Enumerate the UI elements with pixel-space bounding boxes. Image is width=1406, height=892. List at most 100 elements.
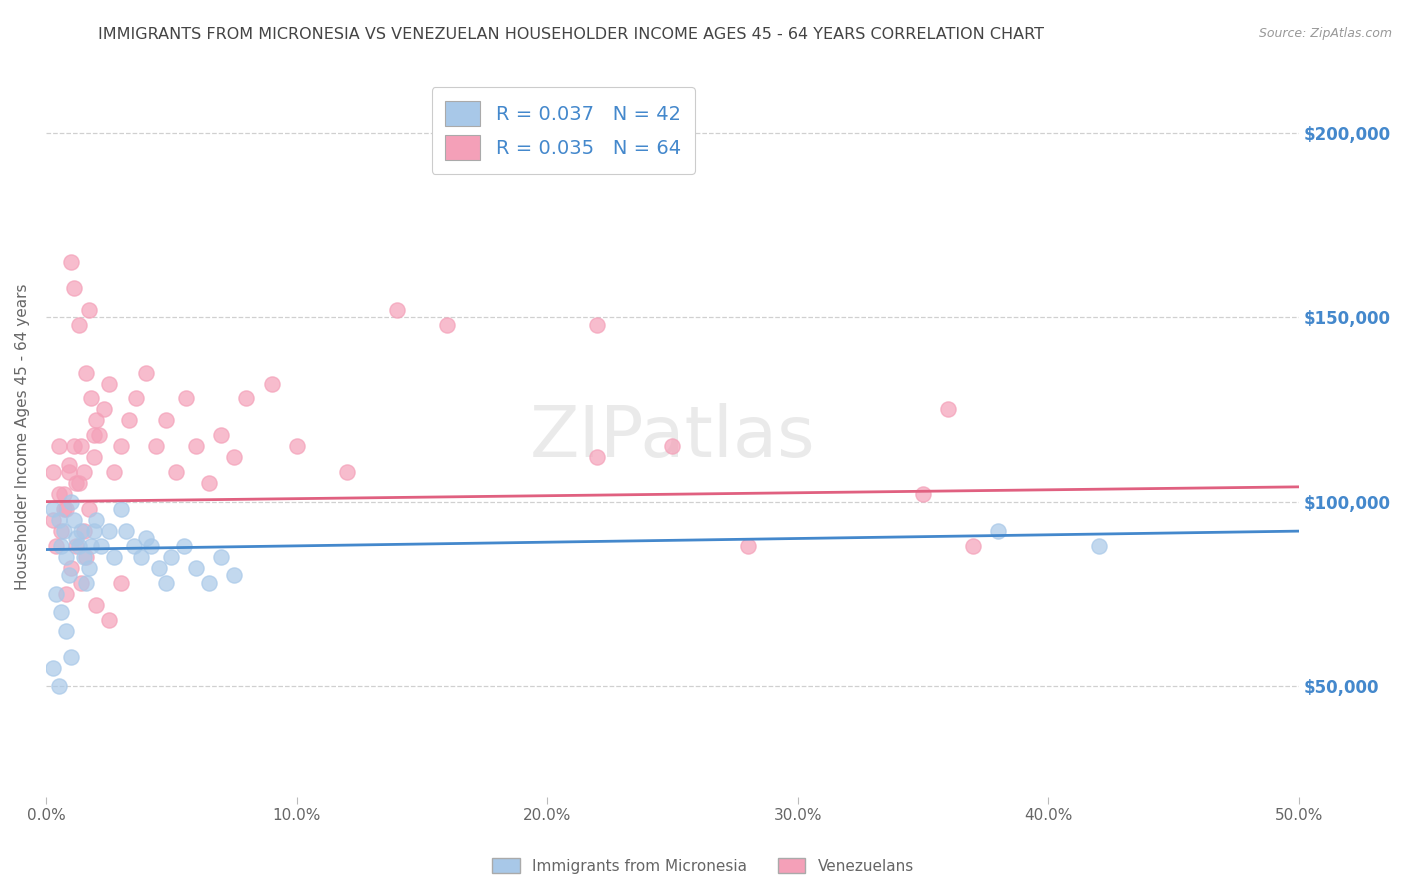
Text: ZIPatlas: ZIPatlas xyxy=(530,402,815,472)
Point xyxy=(198,575,221,590)
Point xyxy=(58,458,80,472)
Point xyxy=(75,366,97,380)
Point xyxy=(48,679,70,693)
Point xyxy=(97,376,120,391)
Point xyxy=(45,539,67,553)
Point xyxy=(70,575,93,590)
Point xyxy=(103,549,125,564)
Point xyxy=(125,392,148,406)
Point xyxy=(165,465,187,479)
Point xyxy=(84,413,107,427)
Point xyxy=(62,281,84,295)
Point xyxy=(67,476,90,491)
Point xyxy=(110,439,132,453)
Point xyxy=(110,502,132,516)
Point xyxy=(145,439,167,453)
Point xyxy=(70,524,93,538)
Point xyxy=(55,549,77,564)
Point xyxy=(52,502,75,516)
Point xyxy=(67,318,90,332)
Point xyxy=(62,439,84,453)
Point xyxy=(222,568,245,582)
Point xyxy=(49,539,72,553)
Point xyxy=(77,302,100,317)
Text: IMMIGRANTS FROM MICRONESIA VS VENEZUELAN HOUSEHOLDER INCOME AGES 45 - 64 YEARS C: IMMIGRANTS FROM MICRONESIA VS VENEZUELAN… xyxy=(98,27,1045,42)
Point xyxy=(77,561,100,575)
Point xyxy=(65,476,87,491)
Point xyxy=(122,539,145,553)
Point xyxy=(58,465,80,479)
Point xyxy=(1087,539,1109,553)
Point xyxy=(65,539,87,553)
Point xyxy=(118,413,141,427)
Point xyxy=(186,561,208,575)
Point xyxy=(67,539,90,553)
Point xyxy=(93,402,115,417)
Point xyxy=(115,524,138,538)
Point xyxy=(235,392,257,406)
Point xyxy=(75,575,97,590)
Y-axis label: Householder Income Ages 45 - 64 years: Householder Income Ages 45 - 64 years xyxy=(15,284,30,591)
Point xyxy=(58,568,80,582)
Point xyxy=(80,392,103,406)
Legend: R = 0.037   N = 42, R = 0.035   N = 64: R = 0.037 N = 42, R = 0.035 N = 64 xyxy=(432,87,695,174)
Point xyxy=(186,439,208,453)
Point xyxy=(209,549,232,564)
Point xyxy=(912,487,935,501)
Point xyxy=(60,255,83,269)
Point xyxy=(97,613,120,627)
Point xyxy=(129,549,152,564)
Point xyxy=(285,439,308,453)
Point xyxy=(83,524,105,538)
Point xyxy=(72,465,94,479)
Point xyxy=(173,539,195,553)
Point xyxy=(84,598,107,612)
Point xyxy=(586,318,609,332)
Point xyxy=(586,450,609,465)
Point xyxy=(48,439,70,453)
Point xyxy=(176,392,198,406)
Point xyxy=(436,318,458,332)
Point xyxy=(60,494,83,508)
Point xyxy=(148,561,170,575)
Point xyxy=(55,502,77,516)
Point xyxy=(65,532,87,546)
Point xyxy=(84,513,107,527)
Point xyxy=(60,649,83,664)
Point xyxy=(72,549,94,564)
Point xyxy=(77,502,100,516)
Point xyxy=(83,428,105,442)
Point xyxy=(62,513,84,527)
Point xyxy=(155,575,177,590)
Point xyxy=(45,587,67,601)
Point xyxy=(103,465,125,479)
Point xyxy=(661,439,683,453)
Point xyxy=(48,513,70,527)
Point xyxy=(936,402,959,417)
Point xyxy=(135,532,157,546)
Point xyxy=(135,366,157,380)
Point xyxy=(75,549,97,564)
Point xyxy=(260,376,283,391)
Point xyxy=(42,513,65,527)
Point xyxy=(737,539,759,553)
Point xyxy=(80,539,103,553)
Point xyxy=(160,549,183,564)
Point xyxy=(198,476,221,491)
Point xyxy=(42,502,65,516)
Point xyxy=(55,624,77,638)
Point xyxy=(87,428,110,442)
Point xyxy=(141,539,163,553)
Point xyxy=(83,450,105,465)
Point xyxy=(48,487,70,501)
Point xyxy=(55,587,77,601)
Point xyxy=(52,487,75,501)
Point xyxy=(42,660,65,674)
Point xyxy=(385,302,408,317)
Point xyxy=(962,539,984,553)
Point xyxy=(72,524,94,538)
Point xyxy=(336,465,359,479)
Point xyxy=(60,561,83,575)
Point xyxy=(70,439,93,453)
Point xyxy=(90,539,112,553)
